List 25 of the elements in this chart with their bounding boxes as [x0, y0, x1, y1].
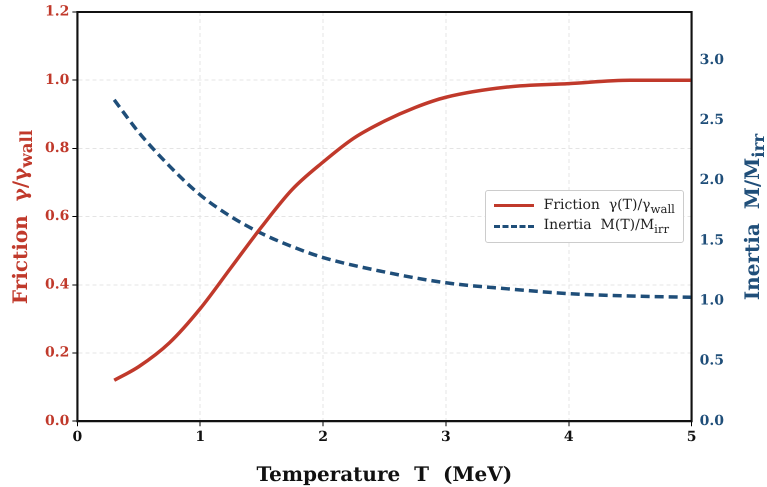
y2-tick-label: 1.5 [700, 232, 724, 248]
line-series [112, 78, 692, 382]
y-tick-label: 0.0 [44, 412, 70, 429]
legend-label: Friction γ(T)/γ$_{wall}$ [544, 196, 675, 216]
x-axis-title: Temperature T (MeV) [256, 462, 512, 486]
y2-tick-label: 3.0 [700, 52, 724, 68]
y-tick-label: 1.0 [44, 72, 70, 88]
y2-tick-label: 2.0 [700, 172, 724, 188]
y-tick-label: 0.2 [44, 344, 70, 361]
y2-tick-label: 0.0 [700, 412, 724, 429]
x-tick-label: 1 [195, 429, 206, 446]
x-tick-label: 2 [318, 429, 328, 446]
y-tick-label: 1.2 [44, 4, 70, 20]
y2-tick-label: 0.5 [700, 352, 724, 369]
x-tick-label: 0 [72, 429, 82, 446]
y-tick-label: 0.6 [44, 208, 70, 224]
y2-tick-label: 1.0 [700, 292, 724, 308]
x-tick-label: 3 [441, 429, 451, 446]
y-tick-label: 0.8 [44, 140, 70, 156]
legend-label: Inertia M(T)/M$_{irr}$ [544, 217, 670, 236]
x-tick-label: 4 [564, 429, 574, 446]
x-tick-label: 5 [686, 429, 697, 446]
line-series [112, 98, 692, 299]
y2-tick-label: 2.5 [700, 112, 724, 128]
y-tick-label: 0.4 [44, 276, 70, 292]
